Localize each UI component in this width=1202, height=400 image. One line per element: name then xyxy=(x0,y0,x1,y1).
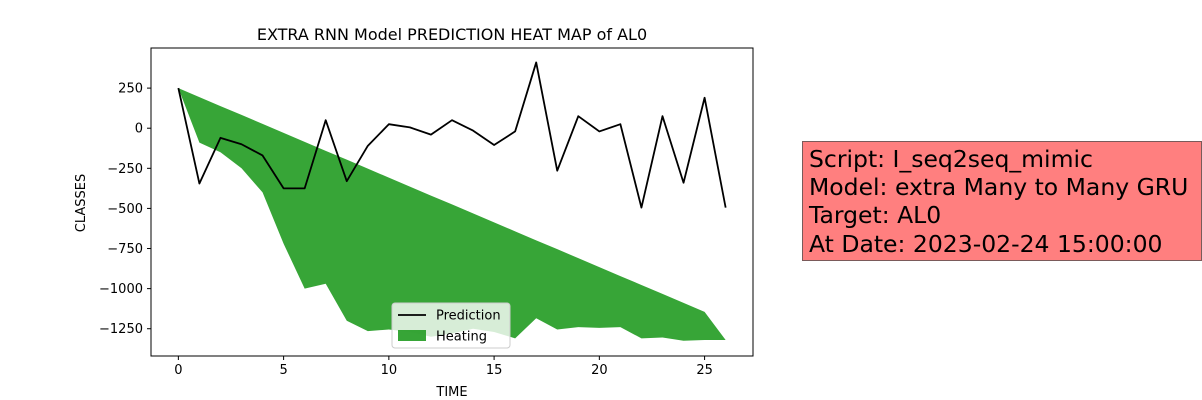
x-tick-label: 25 xyxy=(696,363,713,378)
x-tick-label: 15 xyxy=(486,363,503,378)
chart-title: EXTRA RNN Model PREDICTION HEAT MAP of A… xyxy=(257,25,647,44)
plot-frame xyxy=(150,47,754,357)
legend-prediction-label: Prediction xyxy=(436,309,501,324)
y-tick-label: −250 xyxy=(107,162,143,177)
y-tick-label: −750 xyxy=(107,242,143,257)
y-tick-label: 0 xyxy=(135,122,143,137)
prediction-line xyxy=(177,61,727,209)
y-tick-label: −1250 xyxy=(99,322,143,337)
info-box: Script: I_seq2seq_mimic Model: extra Man… xyxy=(802,141,1202,261)
y-axis-label: CLASSES xyxy=(74,174,89,232)
x-tick-label: 10 xyxy=(381,363,398,378)
legend-heating-label: Heating xyxy=(436,330,487,345)
y-tick-label: 250 xyxy=(118,82,143,97)
legend-heating-swatch xyxy=(398,330,426,341)
info-script: Script: I_seq2seq_mimic xyxy=(809,145,1093,173)
x-axis-label: TIME xyxy=(435,385,467,400)
x-tick-label: 5 xyxy=(279,363,287,378)
info-model: Model: extra Many to Many GRU xyxy=(809,173,1189,202)
y-tick-label: −1000 xyxy=(99,282,143,297)
y-tick-label: −500 xyxy=(107,202,143,217)
info-target: Target: AL0 xyxy=(809,201,942,230)
info-date: At Date: 2023-02-24 15:00:00 xyxy=(809,229,1163,258)
x-tick-label: 20 xyxy=(591,363,608,378)
legend: Prediction Heating xyxy=(391,302,511,349)
x-tick-label: 0 xyxy=(174,363,182,378)
